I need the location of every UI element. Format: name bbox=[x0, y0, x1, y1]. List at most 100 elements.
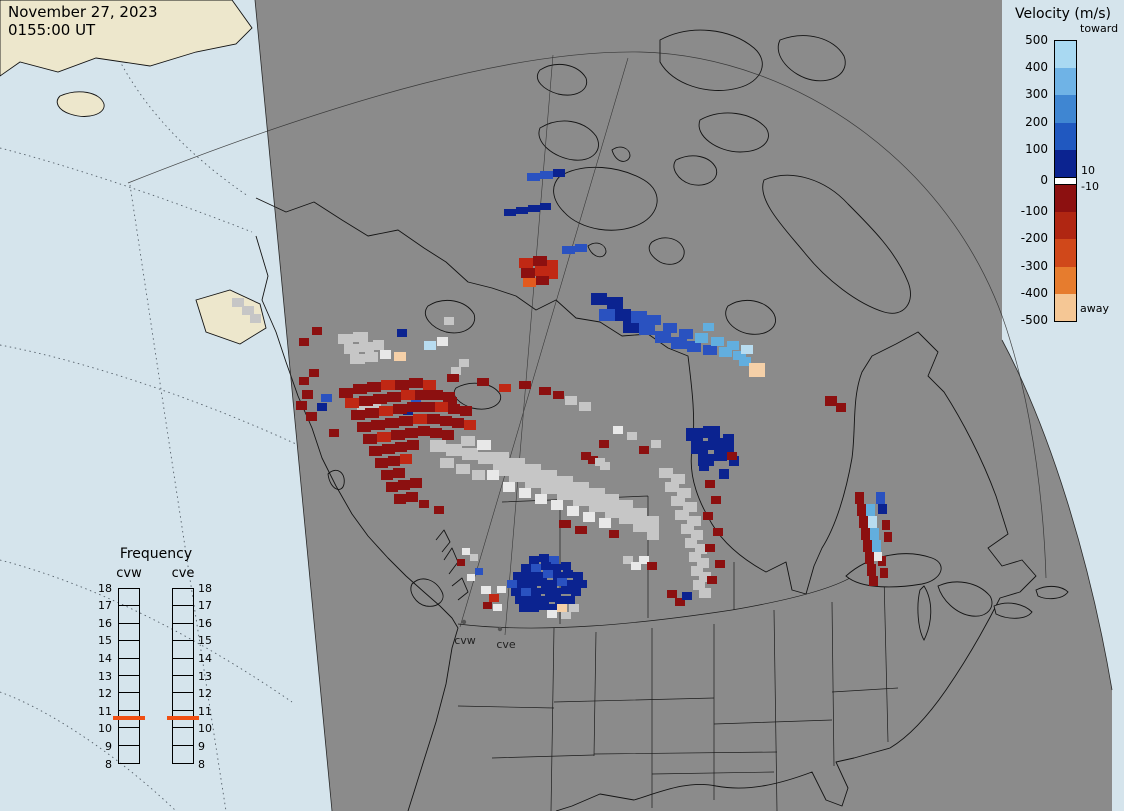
velocity-cell bbox=[683, 502, 697, 512]
velocity-cell bbox=[623, 556, 633, 564]
velocity-cell bbox=[631, 311, 647, 323]
velocity-cell bbox=[533, 256, 547, 266]
velocity-cell bbox=[591, 293, 607, 305]
frequency-bar-cell bbox=[119, 728, 139, 746]
velocity-cell bbox=[381, 470, 393, 480]
velocity-cell bbox=[557, 488, 573, 500]
velocity-cell bbox=[357, 404, 369, 413]
velocity-cell bbox=[527, 173, 540, 181]
velocity-cell bbox=[878, 504, 887, 514]
frequency-bar-cvw bbox=[118, 588, 140, 764]
velocity-cell bbox=[242, 306, 254, 315]
velocity-cell bbox=[836, 403, 846, 412]
velocity-cell bbox=[671, 474, 685, 484]
velocity-cell bbox=[665, 482, 679, 492]
velocity-cell bbox=[539, 554, 549, 562]
velocity-cell bbox=[528, 205, 540, 212]
velocity-cell bbox=[373, 340, 384, 350]
velocity-cell bbox=[459, 359, 469, 367]
graticule-lines bbox=[0, 0, 297, 811]
velocity-cell bbox=[338, 334, 353, 344]
velocity-cell bbox=[457, 559, 465, 566]
velocity-cell bbox=[434, 506, 444, 514]
velocity-cell bbox=[869, 576, 878, 586]
frequency-tick-label: 17 bbox=[98, 599, 112, 613]
velocity-cell bbox=[567, 506, 579, 516]
velocity-cell bbox=[619, 500, 633, 512]
velocity-cell bbox=[312, 327, 322, 335]
fov-beam-lines bbox=[459, 54, 629, 636]
velocity-cell bbox=[647, 562, 657, 570]
velocity-tick-labels: 500 400 300 200 100 0 -100 -200 -300 -400 -500 bbox=[1002, 0, 1050, 340]
frequency-tick-label: 10 bbox=[98, 722, 112, 736]
velocity-cell bbox=[302, 390, 313, 399]
velocity-cell bbox=[549, 604, 559, 612]
velocity-tick-label: -100 bbox=[1020, 204, 1048, 219]
velocity-cell bbox=[561, 612, 571, 619]
velocity-cell bbox=[571, 588, 581, 596]
velocity-cell bbox=[527, 580, 537, 588]
velocity-cell bbox=[559, 520, 571, 528]
timestamp: November 27, 2023 0155:00 UT bbox=[8, 3, 158, 39]
velocity-cell bbox=[723, 434, 734, 452]
velocity-colorbar-segment bbox=[1055, 68, 1076, 96]
frequency-tick-label: 15 bbox=[98, 634, 112, 648]
velocity-cell bbox=[521, 588, 531, 596]
velocity-cell bbox=[543, 570, 553, 578]
plot-boundary-lines bbox=[127, 0, 1113, 811]
frequency-tick-label: 8 bbox=[198, 757, 205, 771]
velocity-cell bbox=[519, 488, 531, 498]
velocity-cell bbox=[407, 440, 419, 450]
velocity-tick-label: -400 bbox=[1020, 285, 1048, 300]
frequency-bar-cell bbox=[173, 711, 193, 729]
velocity-cell bbox=[535, 494, 547, 504]
velocity-cell bbox=[708, 438, 723, 450]
velocity-cell bbox=[540, 203, 551, 210]
velocity-cell bbox=[705, 480, 715, 488]
frequency-tick-label: 13 bbox=[98, 669, 112, 683]
velocity-cell bbox=[557, 476, 573, 488]
date-text: November 27, 2023 bbox=[8, 3, 158, 21]
velocity-cell bbox=[497, 586, 506, 593]
velocity-cell bbox=[447, 374, 459, 382]
velocity-cell bbox=[588, 456, 598, 464]
velocity-cell bbox=[430, 428, 442, 438]
velocity-cell bbox=[539, 387, 551, 395]
velocity-cell bbox=[671, 496, 685, 506]
velocity-cell bbox=[557, 578, 567, 586]
time-text: 0155:00 UT bbox=[8, 21, 96, 39]
velocity-tick-label: 500 bbox=[1025, 33, 1048, 47]
velocity-cell bbox=[407, 402, 421, 412]
velocity-cell bbox=[541, 482, 557, 494]
velocity-cell bbox=[367, 382, 381, 392]
velocity-cell bbox=[415, 390, 429, 400]
velocity-cell bbox=[467, 574, 475, 581]
velocity-cell bbox=[462, 548, 470, 555]
velocity-colorbar-segment bbox=[1055, 122, 1076, 150]
velocity-cell bbox=[663, 323, 677, 333]
velocity-cell bbox=[561, 562, 571, 570]
velocity-cell bbox=[619, 512, 633, 524]
frequency-tick-label: 18 bbox=[198, 581, 212, 595]
frequency-tick-label: 9 bbox=[105, 739, 112, 753]
velocity-cell bbox=[739, 357, 751, 366]
velocity-cell bbox=[381, 380, 395, 390]
velocity-cell bbox=[699, 572, 711, 582]
velocity-cell bbox=[870, 528, 879, 540]
velocity-cell bbox=[460, 406, 472, 416]
velocity-cell bbox=[521, 268, 535, 278]
frequency-bar-cell bbox=[173, 624, 193, 642]
velocity-cell bbox=[444, 317, 454, 325]
velocity-cell bbox=[400, 454, 412, 464]
velocity-cell bbox=[639, 446, 649, 454]
velocity-cell bbox=[667, 590, 677, 598]
velocity-cell bbox=[562, 246, 575, 254]
velocity-cell bbox=[296, 401, 307, 410]
velocity-cell bbox=[470, 554, 478, 561]
velocity-cell bbox=[509, 470, 525, 482]
map-plot-area bbox=[255, 0, 1112, 811]
radar-label-cve: cve bbox=[496, 638, 516, 651]
velocity-cell bbox=[549, 270, 558, 279]
velocity-cell bbox=[405, 428, 418, 438]
velocity-cell bbox=[547, 260, 558, 270]
